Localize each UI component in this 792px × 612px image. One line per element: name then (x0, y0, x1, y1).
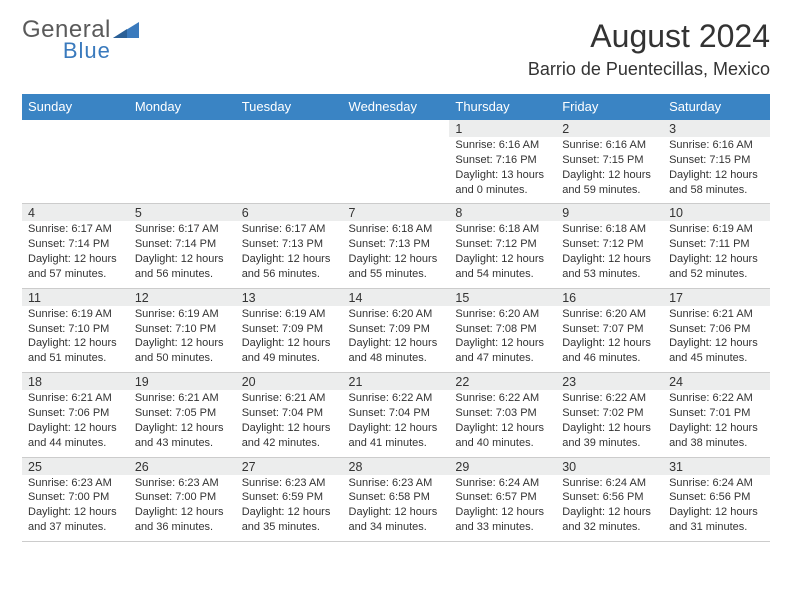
dayhead: Tuesday (236, 94, 343, 120)
daynum-row: 25262728293031 (22, 457, 770, 475)
location: Barrio de Puentecillas, Mexico (528, 59, 770, 80)
day-detail: Sunrise: 6:22 AMSunset: 7:03 PMDaylight:… (449, 390, 556, 457)
day-number: 15 (449, 288, 556, 306)
logo-text: General Blue (22, 18, 111, 62)
day-detail: Sunrise: 6:21 AMSunset: 7:06 PMDaylight:… (22, 390, 129, 457)
day-detail: Sunrise: 6:23 AMSunset: 6:58 PMDaylight:… (343, 475, 450, 542)
day-number: 24 (663, 373, 770, 391)
day-number: 6 (236, 204, 343, 222)
day-detail (129, 137, 236, 204)
day-number (236, 120, 343, 138)
day-detail: Sunrise: 6:24 AMSunset: 6:56 PMDaylight:… (663, 475, 770, 542)
day-detail: Sunrise: 6:21 AMSunset: 7:06 PMDaylight:… (663, 306, 770, 373)
day-detail: Sunrise: 6:22 AMSunset: 7:04 PMDaylight:… (343, 390, 450, 457)
day-detail: Sunrise: 6:19 AMSunset: 7:10 PMDaylight:… (22, 306, 129, 373)
day-number: 16 (556, 288, 663, 306)
dayhead-row: Sunday Monday Tuesday Wednesday Thursday… (22, 94, 770, 120)
detail-row: Sunrise: 6:17 AMSunset: 7:14 PMDaylight:… (22, 221, 770, 288)
day-detail: Sunrise: 6:21 AMSunset: 7:04 PMDaylight:… (236, 390, 343, 457)
daynum-row: 18192021222324 (22, 373, 770, 391)
day-number: 10 (663, 204, 770, 222)
day-detail: Sunrise: 6:23 AMSunset: 7:00 PMDaylight:… (22, 475, 129, 542)
day-number: 25 (22, 457, 129, 475)
day-detail: Sunrise: 6:23 AMSunset: 7:00 PMDaylight:… (129, 475, 236, 542)
day-number: 22 (449, 373, 556, 391)
day-number: 14 (343, 288, 450, 306)
day-number: 7 (343, 204, 450, 222)
day-number (129, 120, 236, 138)
day-detail: Sunrise: 6:19 AMSunset: 7:09 PMDaylight:… (236, 306, 343, 373)
day-number: 5 (129, 204, 236, 222)
day-number: 21 (343, 373, 450, 391)
day-number: 29 (449, 457, 556, 475)
day-detail (22, 137, 129, 204)
day-number: 4 (22, 204, 129, 222)
dayhead: Thursday (449, 94, 556, 120)
title-block: August 2024 Barrio de Puentecillas, Mexi… (528, 18, 770, 80)
header: General Blue August 2024 Barrio de Puent… (22, 18, 770, 80)
detail-row: Sunrise: 6:16 AMSunset: 7:16 PMDaylight:… (22, 137, 770, 204)
day-detail: Sunrise: 6:17 AMSunset: 7:13 PMDaylight:… (236, 221, 343, 288)
day-number (22, 120, 129, 138)
day-detail: Sunrise: 6:17 AMSunset: 7:14 PMDaylight:… (22, 221, 129, 288)
day-number: 28 (343, 457, 450, 475)
daynum-row: 123 (22, 120, 770, 138)
day-detail: Sunrise: 6:16 AMSunset: 7:16 PMDaylight:… (449, 137, 556, 204)
day-detail: Sunrise: 6:16 AMSunset: 7:15 PMDaylight:… (663, 137, 770, 204)
day-detail: Sunrise: 6:24 AMSunset: 6:56 PMDaylight:… (556, 475, 663, 542)
day-number: 19 (129, 373, 236, 391)
dayhead: Friday (556, 94, 663, 120)
day-number: 20 (236, 373, 343, 391)
day-number: 23 (556, 373, 663, 391)
day-detail (343, 137, 450, 204)
detail-row: Sunrise: 6:23 AMSunset: 7:00 PMDaylight:… (22, 475, 770, 542)
day-detail: Sunrise: 6:20 AMSunset: 7:08 PMDaylight:… (449, 306, 556, 373)
day-detail: Sunrise: 6:19 AMSunset: 7:11 PMDaylight:… (663, 221, 770, 288)
logo-triangle-icon (113, 20, 139, 42)
dayhead: Saturday (663, 94, 770, 120)
day-detail: Sunrise: 6:17 AMSunset: 7:14 PMDaylight:… (129, 221, 236, 288)
detail-row: Sunrise: 6:19 AMSunset: 7:10 PMDaylight:… (22, 306, 770, 373)
calendar-table: Sunday Monday Tuesday Wednesday Thursday… (22, 94, 770, 542)
logo-word2: Blue (22, 40, 111, 62)
dayhead: Wednesday (343, 94, 450, 120)
day-detail: Sunrise: 6:20 AMSunset: 7:09 PMDaylight:… (343, 306, 450, 373)
day-detail: Sunrise: 6:20 AMSunset: 7:07 PMDaylight:… (556, 306, 663, 373)
detail-row: Sunrise: 6:21 AMSunset: 7:06 PMDaylight:… (22, 390, 770, 457)
dayhead: Monday (129, 94, 236, 120)
day-number: 13 (236, 288, 343, 306)
day-number: 26 (129, 457, 236, 475)
day-detail: Sunrise: 6:19 AMSunset: 7:10 PMDaylight:… (129, 306, 236, 373)
day-detail: Sunrise: 6:24 AMSunset: 6:57 PMDaylight:… (449, 475, 556, 542)
day-detail (236, 137, 343, 204)
day-detail: Sunrise: 6:18 AMSunset: 7:12 PMDaylight:… (556, 221, 663, 288)
day-number: 2 (556, 120, 663, 138)
day-number: 31 (663, 457, 770, 475)
month-title: August 2024 (528, 18, 770, 55)
day-number: 11 (22, 288, 129, 306)
day-detail: Sunrise: 6:18 AMSunset: 7:13 PMDaylight:… (343, 221, 450, 288)
day-number (343, 120, 450, 138)
day-number: 12 (129, 288, 236, 306)
day-number: 3 (663, 120, 770, 138)
daynum-row: 11121314151617 (22, 288, 770, 306)
day-number: 30 (556, 457, 663, 475)
day-detail: Sunrise: 6:23 AMSunset: 6:59 PMDaylight:… (236, 475, 343, 542)
logo: General Blue (22, 18, 139, 62)
day-detail: Sunrise: 6:16 AMSunset: 7:15 PMDaylight:… (556, 137, 663, 204)
day-detail: Sunrise: 6:22 AMSunset: 7:01 PMDaylight:… (663, 390, 770, 457)
day-number: 8 (449, 204, 556, 222)
day-number: 18 (22, 373, 129, 391)
dayhead: Sunday (22, 94, 129, 120)
day-detail: Sunrise: 6:18 AMSunset: 7:12 PMDaylight:… (449, 221, 556, 288)
day-number: 1 (449, 120, 556, 138)
day-detail: Sunrise: 6:21 AMSunset: 7:05 PMDaylight:… (129, 390, 236, 457)
daynum-row: 45678910 (22, 204, 770, 222)
day-number: 27 (236, 457, 343, 475)
day-number: 17 (663, 288, 770, 306)
day-detail: Sunrise: 6:22 AMSunset: 7:02 PMDaylight:… (556, 390, 663, 457)
day-number: 9 (556, 204, 663, 222)
